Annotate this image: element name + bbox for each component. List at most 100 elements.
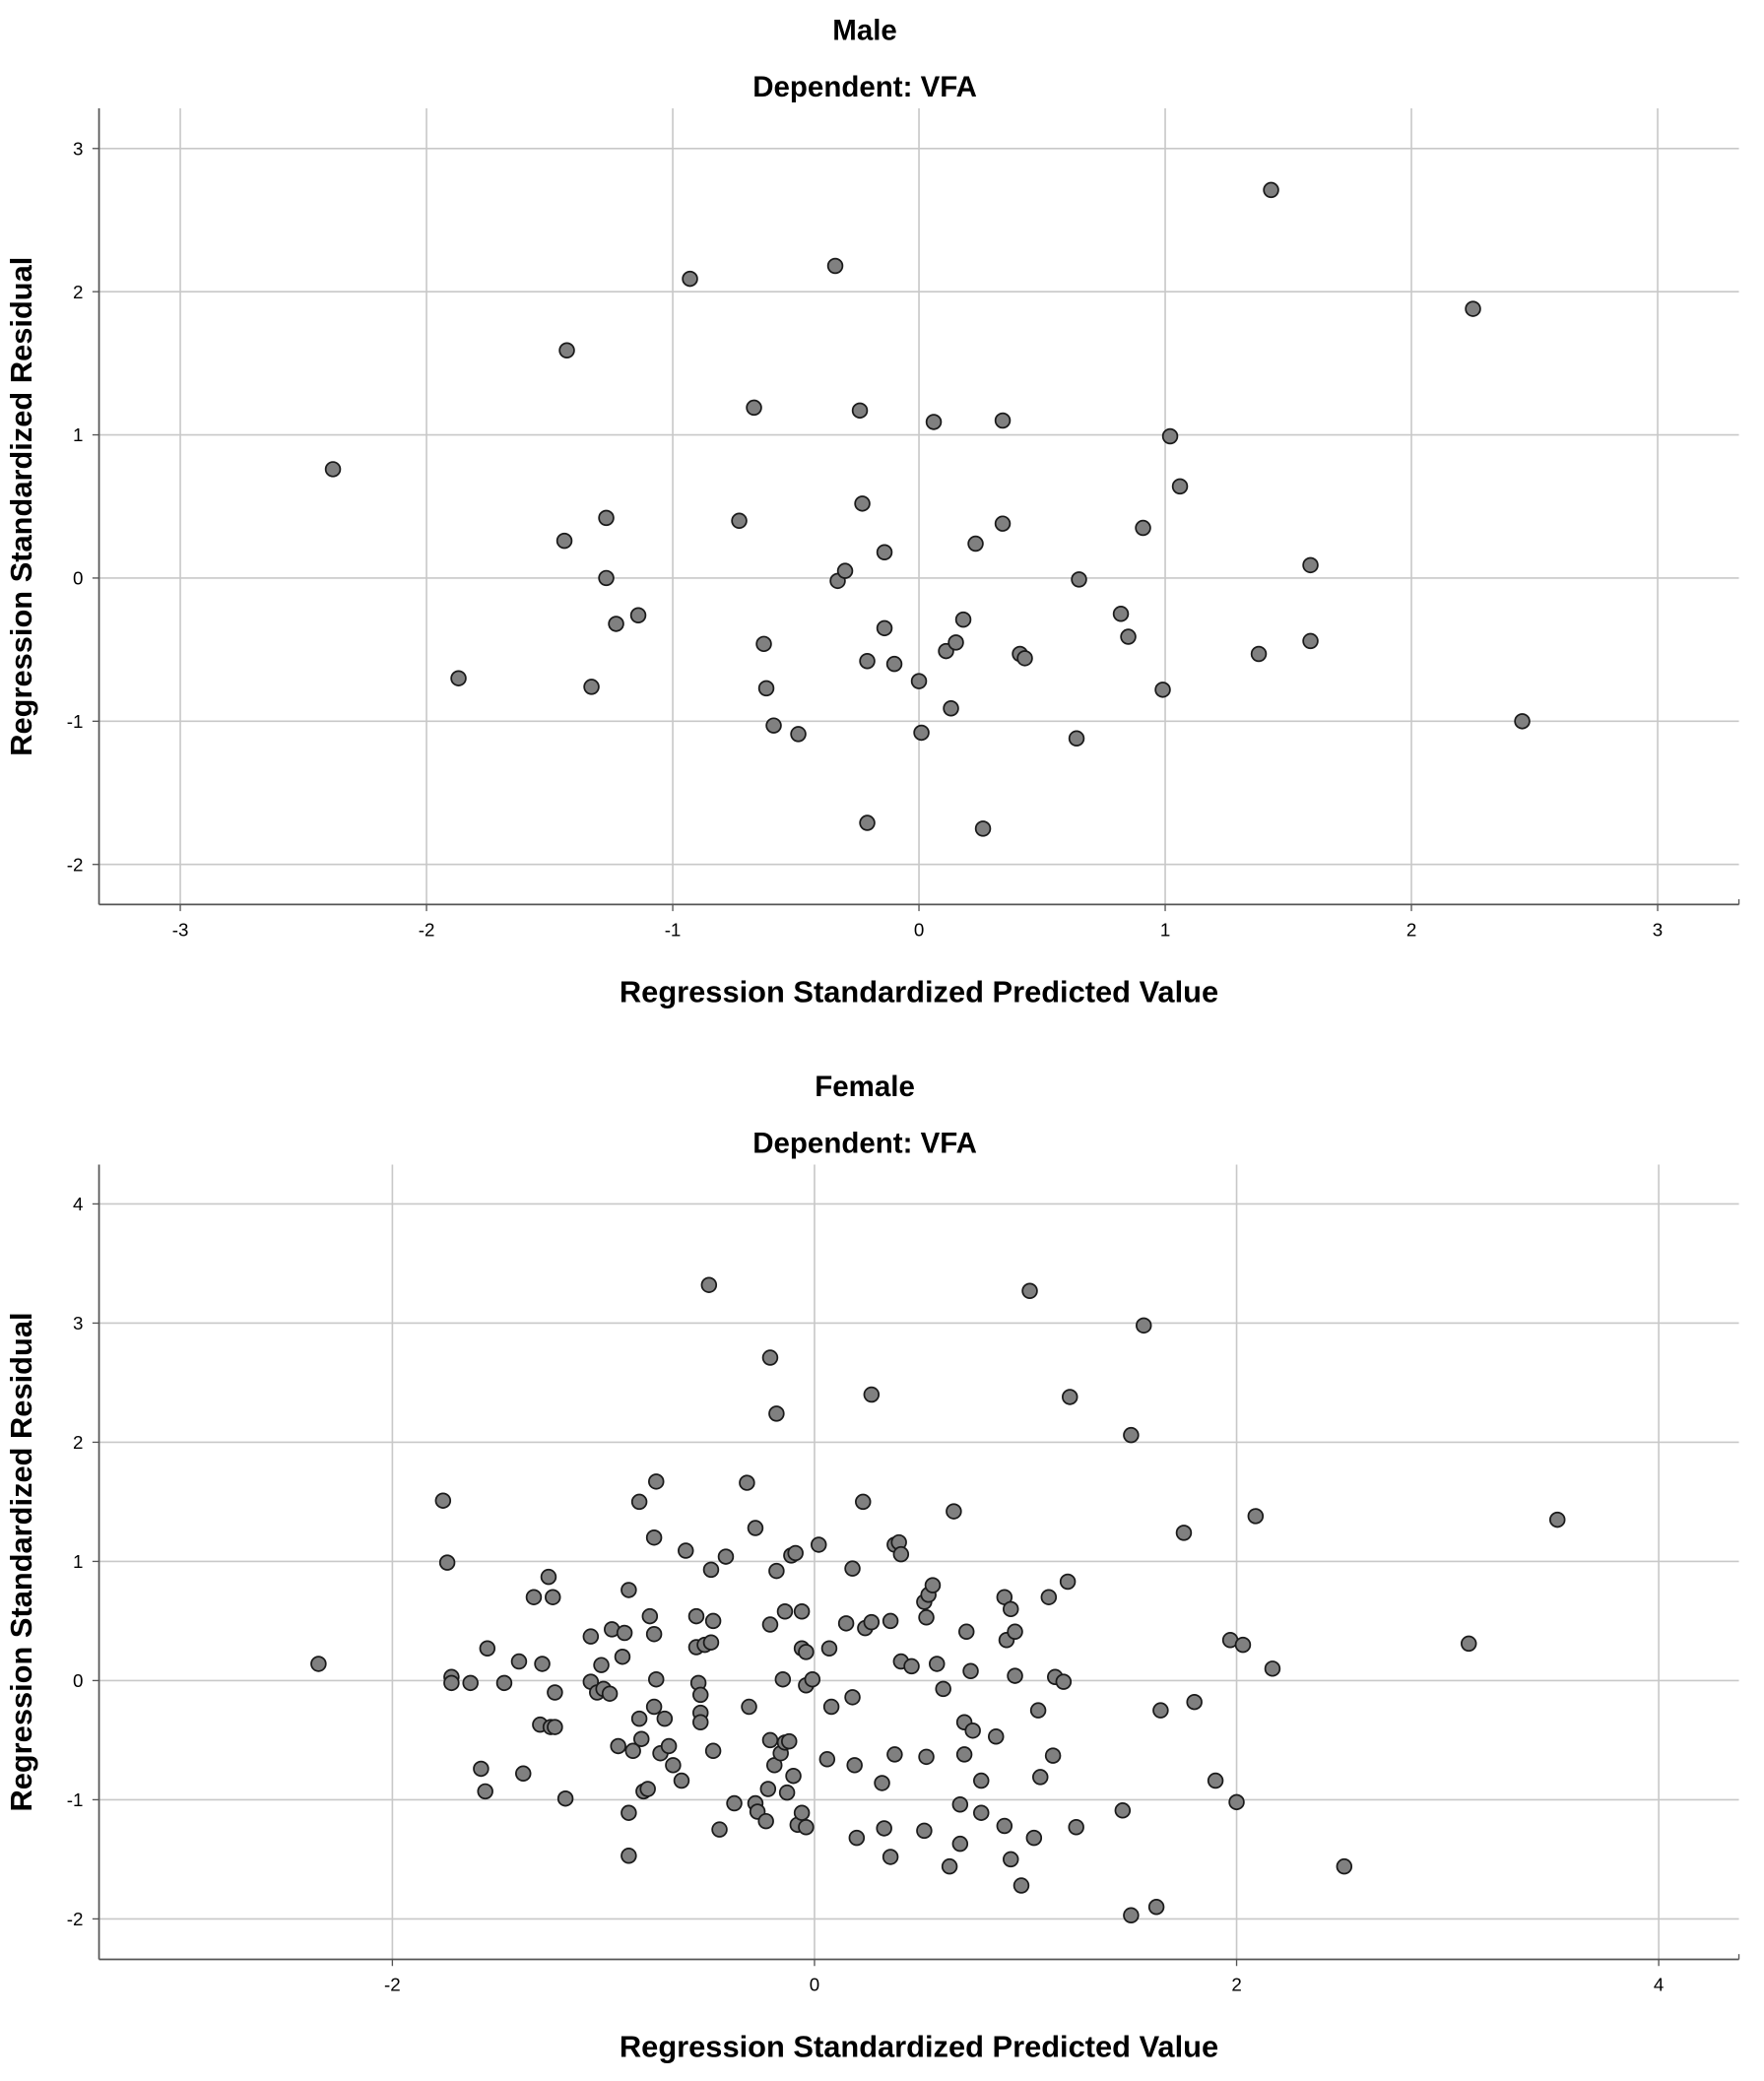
point — [692, 1686, 709, 1704]
point — [846, 1757, 863, 1774]
point — [761, 1731, 779, 1749]
point — [863, 1613, 881, 1631]
point — [747, 1520, 764, 1536]
point — [1021, 1282, 1038, 1300]
point — [704, 1742, 722, 1760]
point — [1152, 1702, 1169, 1719]
y-tick-label: 3 — [73, 138, 83, 159]
point — [781, 1732, 798, 1750]
point — [761, 1349, 779, 1366]
point — [882, 1612, 899, 1630]
point — [310, 1656, 327, 1672]
point — [1123, 1907, 1140, 1924]
point — [633, 1730, 650, 1747]
point — [962, 1662, 979, 1679]
point — [621, 1582, 637, 1598]
point — [855, 1493, 872, 1511]
point — [545, 1589, 561, 1605]
point — [1175, 1525, 1193, 1541]
point — [964, 1722, 981, 1739]
point — [1136, 1317, 1152, 1334]
point — [582, 1628, 600, 1645]
point — [1250, 645, 1268, 663]
chart-subtitle: Dependent: VFA — [752, 1127, 977, 1159]
point — [820, 1640, 838, 1657]
point — [702, 1634, 720, 1651]
point — [1123, 1426, 1140, 1444]
chart-title: Male — [832, 14, 897, 46]
point — [876, 619, 893, 637]
x-tick-label: -1 — [665, 920, 682, 941]
point — [438, 1554, 456, 1571]
point — [645, 1625, 663, 1643]
point — [929, 1656, 946, 1672]
point — [1228, 1793, 1245, 1811]
point — [717, 1548, 735, 1565]
x-tick-label: 4 — [1654, 1975, 1664, 1995]
point — [540, 1568, 557, 1586]
point — [1264, 1660, 1281, 1677]
point — [1062, 1389, 1078, 1405]
point — [941, 1857, 958, 1875]
point — [765, 717, 782, 734]
point — [583, 679, 600, 695]
point — [473, 1760, 490, 1778]
chart-subtitle: Dependent: VFA — [752, 71, 977, 103]
point — [768, 1405, 785, 1422]
point — [614, 1648, 631, 1665]
point — [958, 1623, 975, 1641]
point — [954, 611, 972, 628]
point — [450, 670, 467, 686]
point — [844, 1560, 861, 1577]
point — [1003, 1851, 1019, 1868]
point — [854, 495, 871, 512]
point — [645, 1698, 663, 1716]
y-tick-label: 3 — [73, 1313, 83, 1333]
point — [558, 342, 575, 359]
point — [776, 1602, 794, 1620]
x-tick-label: 2 — [1406, 920, 1416, 941]
point — [1055, 1673, 1073, 1690]
point — [848, 1829, 866, 1847]
point — [836, 562, 854, 579]
point — [994, 515, 1012, 532]
point — [525, 1589, 543, 1605]
point — [955, 1746, 973, 1763]
x-tick-label: 1 — [1160, 920, 1170, 941]
point — [630, 1493, 648, 1511]
point — [790, 726, 807, 743]
point — [757, 680, 775, 697]
point — [886, 1746, 903, 1763]
point — [874, 1775, 890, 1791]
point — [826, 257, 844, 275]
point — [739, 1474, 755, 1491]
point — [1114, 1802, 1132, 1819]
point — [610, 1737, 626, 1755]
point — [859, 653, 876, 670]
point — [892, 1545, 910, 1563]
point — [477, 1783, 493, 1800]
point — [621, 1804, 637, 1821]
point — [973, 1804, 990, 1821]
point — [1302, 556, 1319, 574]
y-tick-label: 1 — [73, 1551, 83, 1572]
point — [1186, 1693, 1203, 1711]
point — [798, 1644, 815, 1660]
point — [434, 1492, 452, 1509]
point — [1120, 628, 1137, 645]
point — [547, 1684, 563, 1701]
x-tick-label: -2 — [419, 920, 435, 941]
point — [973, 1772, 990, 1789]
point — [787, 1544, 804, 1562]
point — [1112, 606, 1130, 622]
point — [648, 1473, 665, 1490]
y-tick-label: -2 — [67, 854, 84, 875]
point — [1007, 1623, 1023, 1641]
point — [665, 1757, 682, 1774]
point — [1032, 1769, 1049, 1786]
point — [656, 1710, 674, 1727]
point — [951, 1796, 969, 1813]
point — [1549, 1511, 1566, 1528]
x-tick-label: 2 — [1231, 1975, 1241, 1995]
y-tick-label: 1 — [73, 424, 83, 445]
